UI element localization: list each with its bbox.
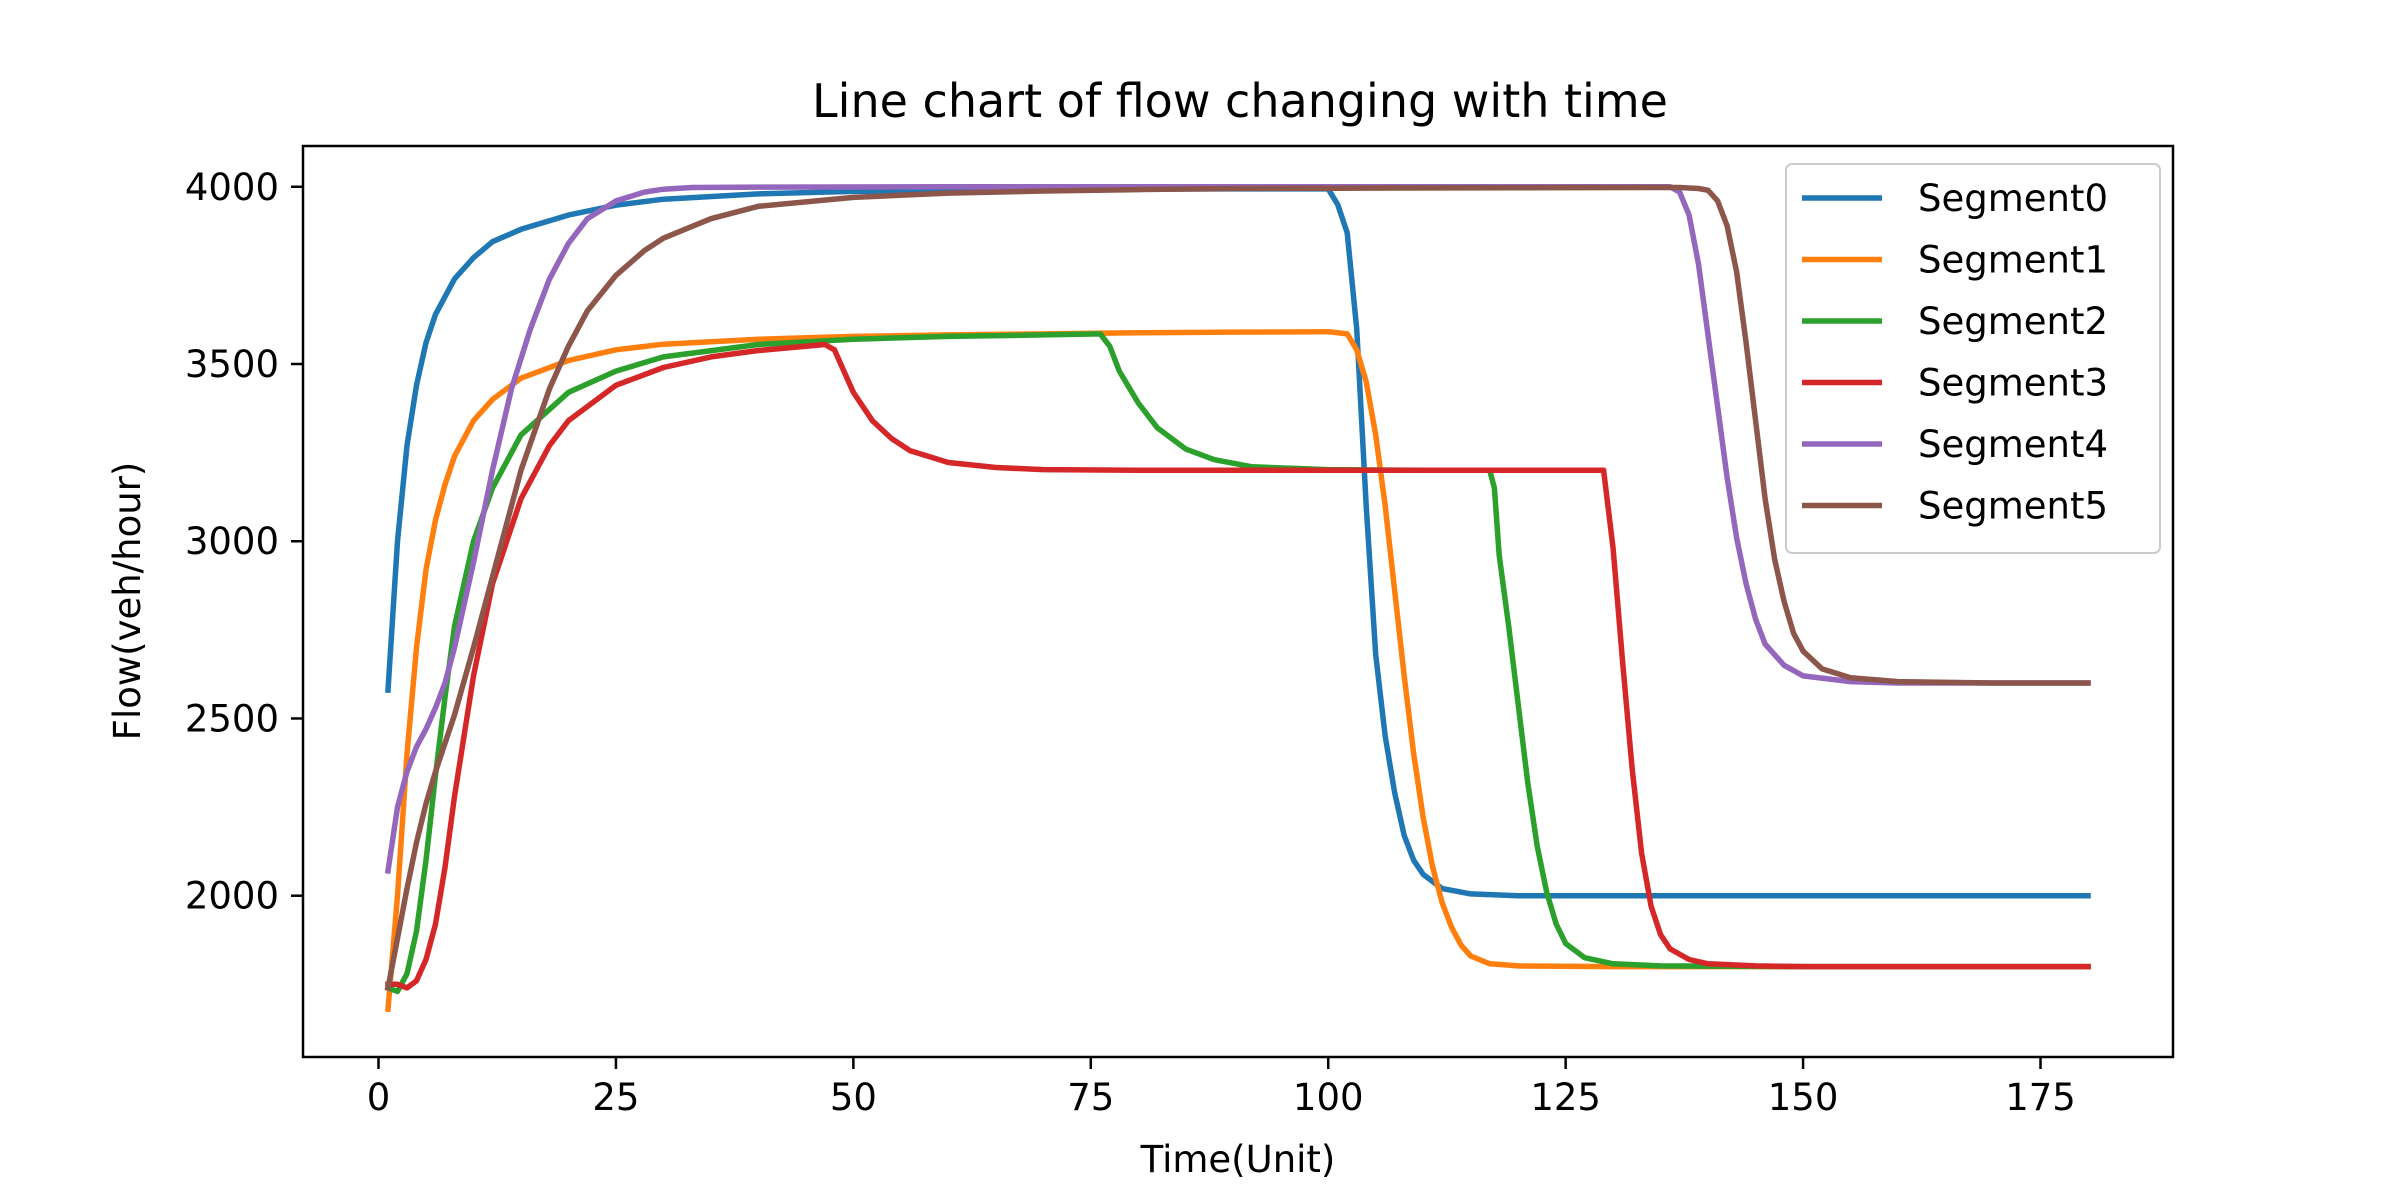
y-tick-label: 2000 <box>185 875 279 918</box>
legend: Segment0 Segment1 Segment2 Segment3 Segment4… <box>1785 163 2161 554</box>
legend-label: Segment0 <box>1918 177 2108 220</box>
legend-label: Segment2 <box>1918 300 2108 343</box>
plot-frame <box>301 144 2175 1059</box>
y-axis-ticks: 2000 2500 3000 3500 4000 <box>185 166 303 918</box>
legend-label: Segment4 <box>1918 423 2108 466</box>
x-tick-label: 50 <box>830 1076 877 1119</box>
legend-label: Segment1 <box>1918 239 2108 282</box>
x-tick-label: 0 <box>367 1076 391 1119</box>
x-tick-label: 75 <box>1067 1076 1114 1119</box>
y-tick-label: 3500 <box>185 343 279 386</box>
y-tick-label: 2500 <box>185 697 279 740</box>
series-line-segment1 <box>385 328 2091 1013</box>
series-line-segment5 <box>384 184 2091 992</box>
x-tick-label: 150 <box>1768 1076 1839 1119</box>
series-line-segment4 <box>384 184 2091 875</box>
x-axis-ticks: 0 25 50 75 100 125 150 175 <box>367 1057 2076 1119</box>
y-tick-label: 3000 <box>185 520 279 563</box>
y-tick-label: 4000 <box>185 166 279 209</box>
legend-label: Segment3 <box>1918 362 2108 405</box>
y-axis-label: Flow(veh/hour) <box>106 462 149 741</box>
x-tick-label: 100 <box>1293 1076 1364 1119</box>
chart-title: Line chart of flow changing with time <box>812 74 1668 128</box>
x-tick-label: 175 <box>2005 1076 2076 1119</box>
legend-label: Segment5 <box>1918 485 2108 528</box>
series-lines <box>384 184 2091 1013</box>
series-line-segment2 <box>384 331 2091 995</box>
x-tick-label: 25 <box>592 1076 639 1119</box>
x-tick-label: 125 <box>1530 1076 1601 1119</box>
x-axis-label: Time(Unit) <box>1140 1138 1336 1181</box>
series-line-segment3 <box>385 341 2091 991</box>
